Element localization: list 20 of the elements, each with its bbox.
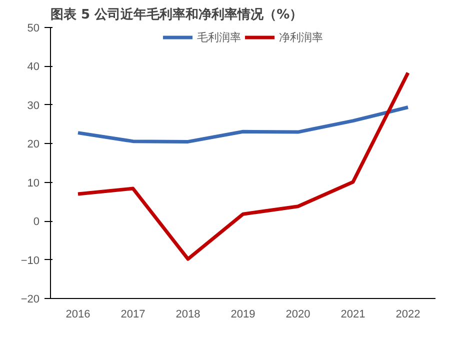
legend-label: 净利润率: [279, 30, 323, 44]
y-tick-label: −10: [20, 254, 40, 267]
legend-label: 毛利润率: [197, 30, 241, 44]
x-tick-label: 2020: [286, 308, 310, 320]
y-tick-label: −20: [20, 294, 40, 306]
line-series: [76, 71, 410, 261]
y-tick-label: 10: [27, 177, 40, 190]
x-tick-label: 2021: [340, 308, 366, 320]
y-tick-label: 30: [27, 100, 40, 112]
y-tick-label: 20: [27, 138, 40, 151]
y-tick-label: 50: [27, 22, 40, 34]
y-tick-label: 0: [33, 216, 40, 228]
chart-title: 图表 5 公司近年毛利率和净利率情况（%）: [50, 6, 303, 22]
x-tick-label: 2019: [230, 308, 256, 320]
x-tick-label: 2022: [396, 308, 420, 320]
y-tick-label: 40: [27, 61, 40, 74]
x-tick-label: 2018: [176, 308, 200, 320]
line-series: [76, 106, 410, 144]
x-tick-label: 2016: [66, 308, 90, 320]
x-tick-label: 2017: [120, 308, 146, 320]
